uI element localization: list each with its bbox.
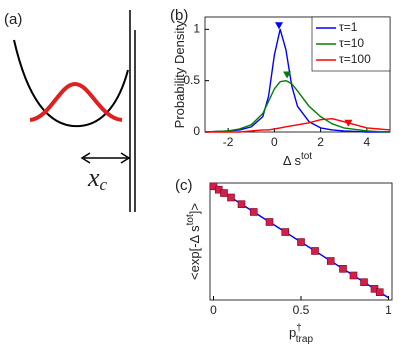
x-label: x [87, 163, 100, 192]
x-tick-label: 0 [210, 303, 217, 317]
y-axis-label: Probability Density [172, 20, 187, 128]
x-tick-label: 1 [385, 303, 392, 317]
data-point [326, 257, 335, 265]
data-point [281, 228, 290, 236]
x-label-sub: c [100, 175, 108, 194]
series-line [204, 79, 391, 133]
x-tick-label: 4 [364, 135, 371, 149]
data-point [375, 288, 384, 297]
y-tick-label: 1 [193, 21, 200, 35]
data-point [265, 218, 274, 226]
y-tick-label: 0 [193, 124, 200, 138]
data-point [297, 238, 305, 246]
series-line [204, 28, 390, 133]
data-point [220, 189, 228, 197]
data-point [339, 264, 347, 273]
peak-marker [275, 22, 283, 30]
peak-marker [344, 119, 353, 127]
data-point [349, 271, 358, 280]
x-tick-label: 2 [317, 135, 324, 149]
x-label-sup: † [296, 323, 302, 334]
data-point [311, 247, 319, 255]
x-tick-label: 0.5 [293, 303, 310, 317]
x-label-sup: tot [301, 151, 312, 162]
x-label-main: Δ s [283, 153, 302, 168]
y-label-main: <exp[-Δ s [187, 225, 202, 280]
x-axis-label: Δ stot [283, 151, 312, 169]
y-label-end: ]> [187, 203, 202, 214]
data-point [227, 193, 235, 202]
y-axis-label: <exp[-Δ stot]> [185, 203, 203, 280]
data-point [249, 208, 258, 216]
distribution [29, 81, 123, 122]
y-label-main: Probability Density [172, 20, 187, 128]
peak-marker [283, 71, 292, 79]
y-label-sup: tot [185, 214, 196, 225]
distance-label: xc [87, 163, 108, 194]
data-point [237, 200, 246, 208]
series-line [205, 117, 391, 133]
legend-label: τ=100 [339, 52, 371, 66]
data-point [360, 278, 368, 286]
y-tick-label: 0.5 [183, 73, 200, 87]
legend-label: τ=1 [339, 20, 358, 34]
panel-label: (c) [175, 177, 193, 194]
x-label-main: p [289, 325, 296, 340]
x-tick-label: -2 [223, 135, 234, 149]
plot-frame [204, 16, 391, 133]
potential-well [13, 39, 129, 128]
panel-label: (a) [4, 11, 22, 28]
x-label-sub: trap [296, 334, 314, 345]
x-axis-label: p† trap [289, 323, 313, 345]
legend-label: τ=10 [339, 36, 364, 50]
arrow-head [80, 152, 131, 164]
x-tick-label: 0 [271, 135, 278, 149]
panel-label: (b) [170, 7, 188, 24]
